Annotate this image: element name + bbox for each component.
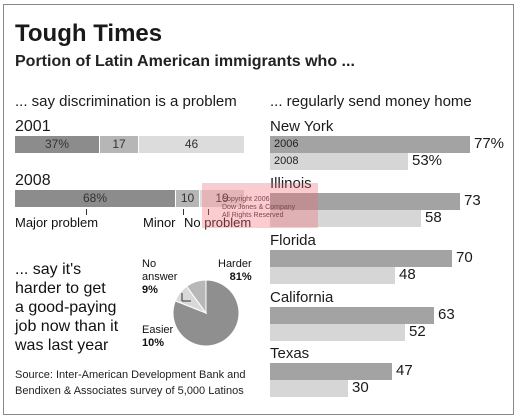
pie-label-harder-value: 81% [229,271,252,283]
bar-2001-no-problem: 46 [139,136,245,153]
pie-label-no-answer-line-1: No [142,258,157,270]
value-label-new-york-2006: 77% [474,135,505,152]
watermark-line-1: Copyright 2006 [222,196,270,203]
series-legend-2006: 2006 [274,138,299,150]
bar-texas-2008 [270,380,348,397]
legend-no-problem: No problem [184,215,252,230]
city-label-california: California [270,289,334,306]
pie-label-harder: Harder 81% [218,258,252,284]
bar-illinois-2006 [270,193,460,210]
value-label-florida-2006: 70 [456,249,473,266]
pie-label-no-answer-line-2: answer [142,271,178,283]
legend-tick-minor [183,209,184,215]
pie-slice-easier [185,279,207,315]
city-label-florida: Florida [270,232,316,249]
bar-california-2006 [270,307,434,324]
bar-2001-minor: 17 [100,136,139,153]
remittance-heading: ... regularly send money home [270,93,472,110]
value-label-california-2008: 52 [409,323,426,340]
chart-title: Tough Times [15,20,163,47]
watermark-line-2: Dow Jones & Company [222,204,296,211]
legend-major-problem: Major problem [15,215,99,230]
bar-california-2008 [270,324,405,341]
bar-new-york-2008 [270,153,408,170]
harder-text-line-5: was last year [15,337,109,354]
value-label-california-2006: 63 [438,306,455,323]
pie-label-easier-value: 10% [142,337,165,349]
watermark-line-3: All Rights Reserved [222,212,284,219]
value-label-illinois-2006: 73 [464,192,481,209]
pie-label-easier-name: Easier [142,324,174,336]
city-label-texas: Texas [270,345,310,362]
bar-texas-2006 [270,363,392,380]
bar-florida-2008 [270,267,395,284]
source-note: Source: Inter-American Development Bank … [15,367,246,399]
bar-2008-minor: 10 [176,190,200,207]
harder-text-line-2: harder to get [15,280,106,297]
pie-label-easier: Easier 10% [142,324,173,350]
harder-text-line-1: ... say it's [15,261,82,278]
value-label-texas-2006: 47 [396,362,413,379]
year-label-2001: 2001 [15,118,51,135]
harder-text-line-4: job now than it [15,318,119,335]
harder-text-line-3: a good-paying [15,299,117,316]
copyright-watermark-text: Copyright 2006 Dow Jones & Company All R… [222,196,295,220]
pie-label-no-answer: No answer 9% [142,258,177,297]
bar-illinois-2008 [270,210,421,227]
chart-subtitle: Portion of Latin American immigrants who… [15,53,355,70]
bar-florida-2006 [270,250,452,267]
value-label-new-york-2008: 53% [412,152,443,169]
pie-label-harder-name: Harder [218,258,252,270]
bar-new-york-2006 [270,136,470,153]
series-legend-2008: 2008 [274,155,299,167]
year-label-2008: 2008 [15,172,51,189]
copyright-watermark [202,183,318,228]
legend-minor: Minor [143,215,176,230]
value-label-texas-2008: 30 [352,379,369,396]
legend-tick-no-problem [208,209,209,215]
bar-2001-major: 37% [15,136,100,153]
bar-2008-major: 68% [15,190,176,207]
discrimination-heading: ... say discrimination is a problem [15,93,237,110]
bar-2008-no-problem: 19 [200,190,245,207]
city-label-new-york: New York [270,118,334,135]
chart-frame [3,4,514,415]
pie-label-no-answer-value: 9% [142,284,158,296]
harder-pie-chart [172,279,240,347]
source-line-2: Bendixen & Associates survey of 5,000 La… [15,385,244,397]
legend-tick-major [86,209,87,215]
city-label-illinois: Illinois [270,175,312,192]
source-line-1: Source: Inter-American Development Bank … [15,369,246,381]
value-label-florida-2008: 48 [399,266,416,283]
value-label-illinois-2008: 58 [425,209,442,226]
